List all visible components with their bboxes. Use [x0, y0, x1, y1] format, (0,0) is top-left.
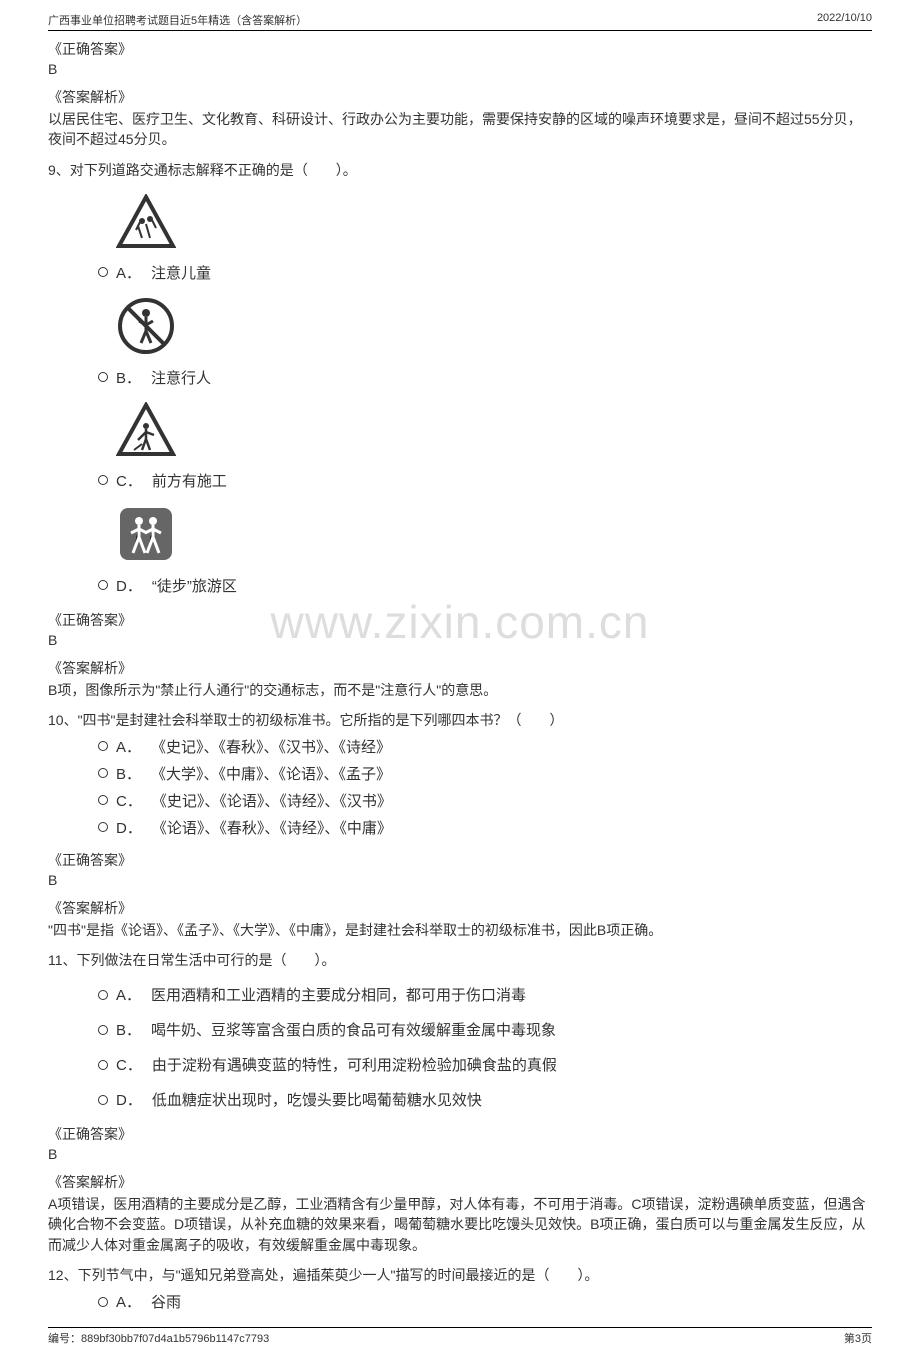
radio-icon[interactable] [98, 580, 108, 590]
option-letter: D． [116, 817, 142, 838]
q11-opt-a: 医用酒精和工业酒精的主要成分相同，都可用于伤口消毒 [151, 984, 526, 1005]
answer-label: 《正确答案》 [48, 39, 872, 59]
sign-construction-icon [106, 402, 186, 458]
sign-hiking-icon [106, 505, 186, 563]
q10-opt-c: 《史记》、《论语》、《诗经》、《汉书》 [152, 790, 392, 811]
q11-opt-b: 喝牛奶、豆浆等富含蛋白质的食品可有效缓解重金属中毒现象 [151, 1019, 556, 1040]
option-letter: A． [116, 262, 141, 283]
footer-left: 编号：889bf30bb7f07d4a1b5796b1147c7793 [48, 1330, 269, 1346]
q11-answer: B [48, 1146, 872, 1162]
answer-label: 《正确答案》 [48, 850, 872, 870]
answer-value: B [48, 61, 872, 77]
q11-explain: A项错误，医用酒精的主要成分是乙醇，工业酒精含有少量甲醇，对人体有毒，不可用于消… [48, 1194, 872, 1255]
radio-icon[interactable] [98, 475, 108, 485]
q11-opt-c: 由于淀粉有遇碘变蓝的特性，可利用淀粉检验加碘食盐的真假 [152, 1054, 557, 1075]
q10-opt-d: 《论语》、《春秋》、《诗经》、《中庸》 [152, 817, 392, 838]
q10-answer: B [48, 872, 872, 888]
q9-answer: B [48, 632, 872, 648]
radio-icon[interactable] [98, 267, 108, 277]
sign-no-pedestrian-icon [106, 297, 186, 355]
explain-label: 《答案解析》 [48, 658, 872, 678]
radio-icon[interactable] [98, 990, 108, 1000]
header-left: 广西事业单位招聘考试题目近5年精选（含答案解析） [48, 12, 307, 28]
q11-opt-d: 低血糖症状出现时，吃馒头要比喝葡萄糖水见效快 [152, 1089, 482, 1110]
q10-text: 10、"四书"是封建社会科举取士的初级标准书。它所指的是下列哪四本书？（ ） [48, 710, 872, 730]
answer-label: 《正确答案》 [48, 610, 872, 630]
radio-icon[interactable] [98, 1025, 108, 1035]
q9-opt-d: “徒步”旅游区 [152, 575, 237, 596]
option-letter: B． [116, 763, 141, 784]
option-letter: A． [116, 984, 141, 1005]
q9-opt-c: 前方有施工 [152, 470, 227, 491]
radio-icon[interactable] [98, 822, 108, 832]
header-right: 2022/10/10 [817, 12, 872, 28]
option-letter: C． [116, 470, 142, 491]
q12-text: 12、下列节气中，与"遥知兄弟登高处，遍插茱萸少一人"描写的时间最接近的是（ ）… [48, 1265, 872, 1285]
option-letter: C． [116, 1054, 142, 1075]
explain-label: 《答案解析》 [48, 1172, 872, 1192]
option-letter: A． [116, 736, 141, 757]
explain-label: 《答案解析》 [48, 898, 872, 918]
q9-opt-b: 注意行人 [151, 367, 211, 388]
page-header: 广西事业单位招聘考试题目近5年精选（含答案解析） 2022/10/10 [48, 12, 872, 31]
explain-label: 《答案解析》 [48, 87, 872, 107]
q11-text: 11、下列做法在日常生活中可行的是（ ）。 [48, 950, 872, 970]
radio-icon[interactable] [98, 1060, 108, 1070]
radio-icon[interactable] [98, 372, 108, 382]
q9-text: 9、对下列道路交通标志解释不正确的是（ ）。 [48, 160, 872, 180]
explain-text: 以居民住宅、医疗卫生、文化教育、科研设计、行政办公为主要功能，需要保持安静的区域… [48, 109, 872, 150]
radio-icon[interactable] [98, 741, 108, 751]
sign-children-icon [106, 194, 186, 250]
q10-explain: "四书"是指《论语》、《孟子》、《大学》、《中庸》，是封建社会科举取士的初级标准… [48, 920, 872, 940]
radio-icon[interactable] [98, 768, 108, 778]
option-letter: D． [116, 1089, 142, 1110]
q9-explain: B项，图像所示为"禁止行人通行"的交通标志，而不是"注意行人"的意思。 [48, 680, 872, 700]
q10-opt-b: 《大学》、《中庸》、《论语》、《孟子》 [151, 763, 391, 784]
option-letter: B． [116, 1019, 141, 1040]
option-letter: B． [116, 367, 141, 388]
radio-icon[interactable] [98, 1095, 108, 1105]
radio-icon[interactable] [98, 795, 108, 805]
page-footer: 编号：889bf30bb7f07d4a1b5796b1147c7793 第3页 [48, 1327, 872, 1346]
option-letter: D． [116, 575, 142, 596]
option-letter: C． [116, 790, 142, 811]
answer-label: 《正确答案》 [48, 1124, 872, 1144]
q10-opt-a: 《史记》、《春秋》、《汉书》、《诗经》 [151, 736, 391, 757]
footer-right: 第3页 [844, 1330, 872, 1346]
q9-opt-a: 注意儿童 [151, 262, 211, 283]
